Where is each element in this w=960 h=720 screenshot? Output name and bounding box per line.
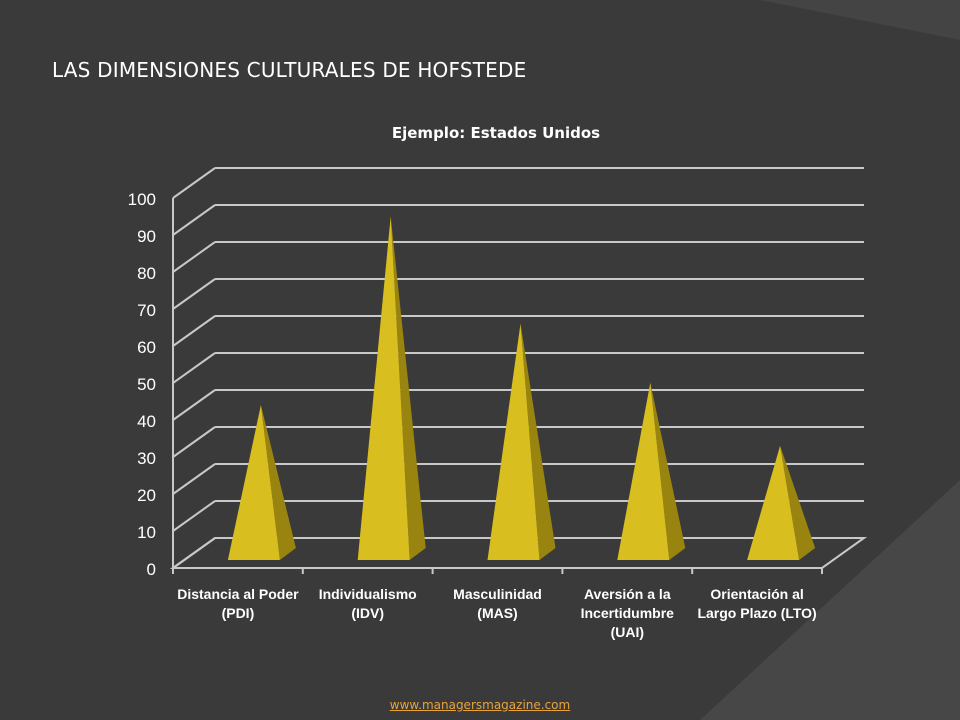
x-category-label: (UAI): [611, 624, 644, 640]
gridline-90: [172, 204, 864, 236]
x-category-label: Masculinidad: [453, 586, 542, 602]
y-tick-label: 0: [147, 560, 156, 579]
pyramid-bar: [617, 382, 686, 560]
pyramid-bar: [487, 323, 556, 560]
y-tick-label: 70: [137, 301, 156, 320]
x-category-label: Individualismo: [319, 586, 417, 602]
gridline-30: [172, 426, 864, 458]
x-category-label: (MAS): [477, 605, 517, 621]
chart-title: Ejemplo: Estados Unidos: [392, 124, 600, 142]
gridline-100: [172, 167, 864, 199]
pyramid-bar: [227, 405, 296, 560]
x-category-label: Distancia al Poder: [177, 586, 299, 602]
pyramid-bar: [747, 445, 816, 560]
gridline-70: [172, 278, 864, 310]
y-tick-label: 60: [137, 338, 156, 357]
x-category-label: (PDI): [222, 605, 255, 621]
gridline-40: [172, 389, 864, 421]
x-category-label: Largo Plazo (LTO): [697, 605, 816, 621]
footer-link[interactable]: www.managersmagazine.com: [389, 698, 571, 712]
gridline-50: [172, 352, 864, 384]
y-tick-label: 40: [137, 412, 156, 431]
y-tick-label: 90: [137, 227, 156, 246]
x-category-label: Aversión a la: [584, 586, 671, 602]
y-tick-label: 20: [137, 486, 156, 505]
y-tick-label: 100: [128, 190, 156, 209]
pyramid-bar: [357, 216, 426, 561]
x-category-label: (IDV): [351, 605, 384, 621]
gridline-80: [172, 241, 864, 273]
x-category-label: Orientación al: [710, 586, 803, 602]
gridline-60: [172, 315, 864, 347]
y-tick-label: 50: [137, 375, 156, 394]
slide-title: LAS DIMENSIONES CULTURALES DE HOFSTEDE: [52, 58, 527, 82]
x-category-label: Incertidumbre: [581, 605, 675, 621]
y-tick-label: 30: [137, 449, 156, 468]
y-tick-label: 10: [137, 523, 156, 542]
y-tick-label: 80: [137, 264, 156, 283]
